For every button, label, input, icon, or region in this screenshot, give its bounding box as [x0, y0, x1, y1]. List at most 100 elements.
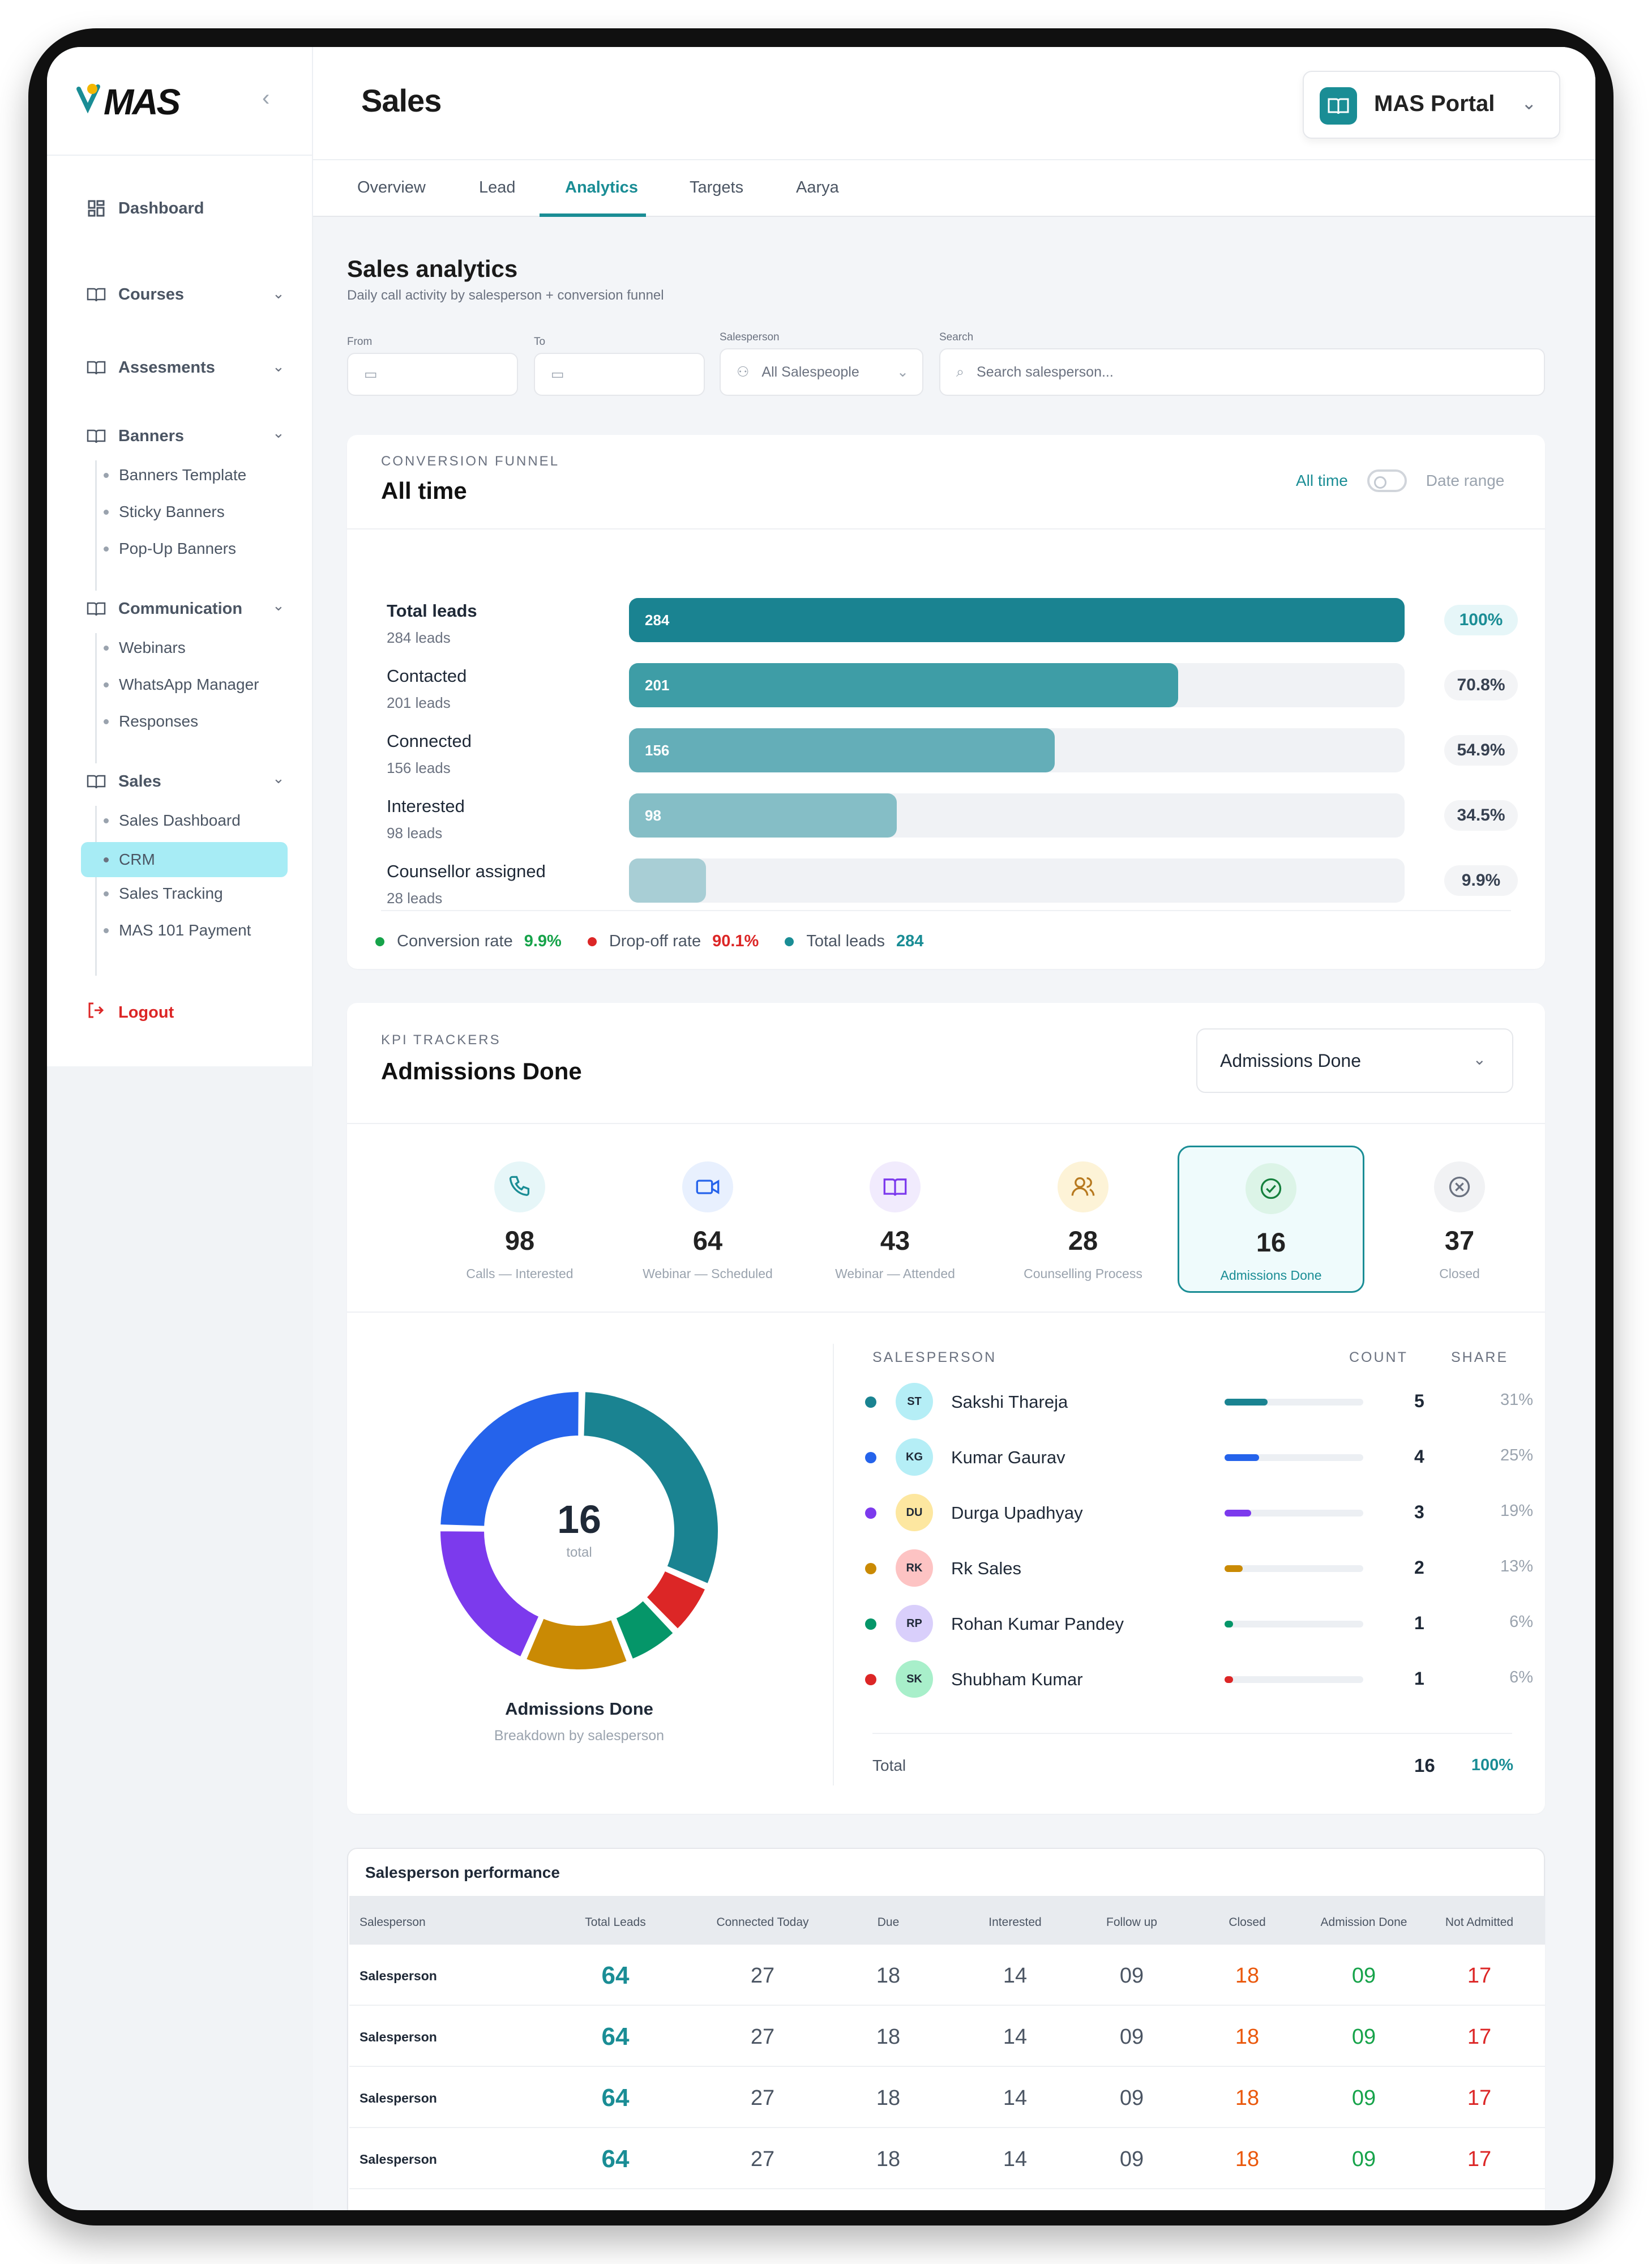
- chevron-down-icon[interactable]: ⌄: [272, 285, 285, 302]
- sidebar-subitem-popup-banners[interactable]: Pop-Up Banners: [104, 540, 236, 558]
- sidebar-item-dashboard[interactable]: Dashboard: [87, 199, 204, 218]
- donut-slice[interactable]: [438, 1389, 582, 1530]
- salesperson-row[interactable]: DU Durga Upadhyay 3 19%: [865, 1493, 1561, 1532]
- section-subtitle: Daily call activity by salesperson + con…: [347, 288, 664, 303]
- kpi-item-calls-interested[interactable]: 98 Calls — Interested: [426, 1161, 613, 1281]
- sidebar-subitem-responses[interactable]: Responses: [104, 712, 198, 731]
- donut-slice[interactable]: [580, 1389, 721, 1588]
- sidebar-subitem-mas-101-payment[interactable]: MAS 101 Payment: [104, 921, 251, 939]
- kpi-select-value: Admissions Done: [1220, 1050, 1361, 1071]
- table-row[interactable]: [349, 2067, 1545, 2128]
- avatar: DU: [896, 1494, 933, 1531]
- sidebar-subitem-sales-dashboard[interactable]: Sales Dashboard: [104, 811, 241, 830]
- table-cell: 09: [1119, 2147, 1144, 2171]
- funnel-kicker: CONVERSION FUNNEL: [381, 454, 560, 469]
- table-cell: 17: [1467, 2086, 1492, 2110]
- chevron-down-icon[interactable]: ⌄: [272, 424, 285, 441]
- legend-value: 9.9%: [524, 932, 562, 950]
- kpi-item-webinar-scheduled[interactable]: 64 Webinar — Scheduled: [614, 1161, 801, 1281]
- toggle-label-date-range[interactable]: Date range: [1426, 472, 1505, 489]
- sidebar-subitem-sales-tracking[interactable]: Sales Tracking: [104, 885, 223, 903]
- salesperson-row[interactable]: ST Sakshi Thareja 5 31%: [865, 1382, 1561, 1421]
- salesperson-row[interactable]: SK Shubham Kumar 1 6%: [865, 1659, 1561, 1699]
- kpi-item-admissions-done[interactable]: 16 Admissions Done: [1178, 1146, 1364, 1293]
- salesperson-row[interactable]: RK Rk Sales 2 13%: [865, 1548, 1561, 1588]
- donut-slice[interactable]: [642, 1567, 709, 1633]
- from-date-input[interactable]: ▭: [347, 353, 518, 396]
- sidebar-item-assesments[interactable]: Assesments: [87, 358, 215, 377]
- table-row[interactable]: [349, 2189, 1545, 2210]
- chevron-down-icon[interactable]: ⌄: [272, 597, 285, 614]
- search-input[interactable]: ⌕ Search salesperson...: [939, 348, 1545, 396]
- sidebar-item-communication[interactable]: Communication: [87, 599, 242, 618]
- table-row[interactable]: [349, 2006, 1545, 2067]
- table-cell: 14: [1003, 2086, 1028, 2110]
- avatar: SK: [896, 1660, 933, 1698]
- avatar: RP: [896, 1605, 933, 1642]
- kpi-select[interactable]: Admissions Done ⌄: [1196, 1028, 1513, 1093]
- table-column-header: Total Leads: [585, 1916, 646, 1929]
- legend-dot: [785, 937, 794, 946]
- table-cell: 64: [559, 2206, 672, 2210]
- series-dot: [865, 1563, 876, 1574]
- salesperson-row[interactable]: KG Kumar Gaurav 4 25%: [865, 1437, 1561, 1477]
- tab-targets[interactable]: Targets: [690, 178, 744, 197]
- table-cell: 64: [601, 2023, 630, 2051]
- salesperson-count: 2: [1414, 1557, 1424, 1578]
- sidebar-subitem-sticky-banners[interactable]: Sticky Banners: [104, 503, 225, 521]
- sidebar-item-label: Banners: [118, 426, 185, 445]
- kpi-item-counselling-process[interactable]: 28 Counselling Process: [990, 1161, 1176, 1281]
- salesperson-select[interactable]: ⚇ All Salespeople ⌄: [720, 348, 923, 396]
- sidebar-subitem-crm[interactable]: CRM: [81, 842, 288, 877]
- to-date-input[interactable]: ▭: [534, 353, 705, 396]
- funnel-bar: 201: [629, 663, 1178, 707]
- range-toggle-switch[interactable]: [1367, 469, 1407, 492]
- salesperson-row[interactable]: RP Rohan Kumar Pandey 1 6%: [865, 1604, 1561, 1643]
- table-row[interactable]: [349, 1945, 1545, 2006]
- funnel-bar-track: 201: [629, 663, 1405, 707]
- sidebar-subitem-webinars[interactable]: Webinars: [104, 639, 186, 657]
- table-cell: 27: [750, 2025, 775, 2049]
- book-open-icon: [1320, 87, 1357, 125]
- donut-slice[interactable]: [612, 1596, 678, 1663]
- table-cell: 64: [601, 2084, 630, 2112]
- tree-line: [95, 633, 97, 763]
- logout-button[interactable]: Logout: [87, 1001, 174, 1024]
- avatar: KG: [896, 1438, 933, 1476]
- tab-aarya[interactable]: Aarya: [796, 178, 839, 197]
- salesperson-name: Sakshi Thareja: [951, 1392, 1068, 1412]
- donut-slice[interactable]: [522, 1614, 631, 1672]
- table-column-header: Follow up: [1106, 1916, 1157, 1929]
- sidebar-item-sales[interactable]: Sales: [87, 772, 161, 791]
- sidebar-item-banners[interactable]: Banners: [87, 426, 184, 446]
- top-header: Sales MAS Portal ⌄: [313, 47, 1595, 160]
- avatar: ST: [896, 1383, 933, 1420]
- table-cell: 18: [876, 2147, 901, 2171]
- tab-overview[interactable]: Overview: [357, 178, 426, 197]
- donut-slice[interactable]: [438, 1528, 543, 1661]
- sidebar-subitem-whatsapp-manager[interactable]: WhatsApp Manager: [104, 676, 259, 694]
- kpi-item-closed[interactable]: 37 Closed: [1366, 1161, 1553, 1281]
- table-cell: 18: [1235, 2147, 1260, 2171]
- salesperson-share: 6%: [1509, 1668, 1533, 1686]
- kpi-item-webinar-attended[interactable]: 43 Webinar — Attended: [802, 1161, 988, 1281]
- tab-analytics[interactable]: Analytics: [565, 178, 638, 197]
- series-dot: [865, 1396, 876, 1408]
- table-column-header: Not Admitted: [1445, 1916, 1514, 1929]
- card-divider: [347, 1123, 1545, 1124]
- user-icon: ⚇: [737, 364, 750, 380]
- sidebar-item-courses[interactable]: Courses: [87, 285, 184, 304]
- table-row[interactable]: [349, 2128, 1545, 2189]
- chevron-down-icon[interactable]: ⌄: [272, 358, 285, 375]
- sidebar-subitem-banners-template[interactable]: Banners Template: [104, 466, 246, 484]
- collapse-sidebar-icon[interactable]: ‹: [262, 86, 270, 110]
- tab-lead[interactable]: Lead: [479, 178, 516, 197]
- share-bar: [1225, 1399, 1268, 1406]
- logo-icon: [76, 84, 100, 114]
- portal-switcher[interactable]: MAS Portal ⌄: [1303, 71, 1560, 139]
- salesperson-cell: Salesperson: [359, 1968, 437, 1983]
- avatar: RK: [896, 1549, 933, 1587]
- x-circle-icon: [1434, 1161, 1485, 1212]
- chevron-down-icon[interactable]: ⌄: [272, 770, 285, 787]
- toggle-label-all-time[interactable]: All time: [1296, 472, 1348, 489]
